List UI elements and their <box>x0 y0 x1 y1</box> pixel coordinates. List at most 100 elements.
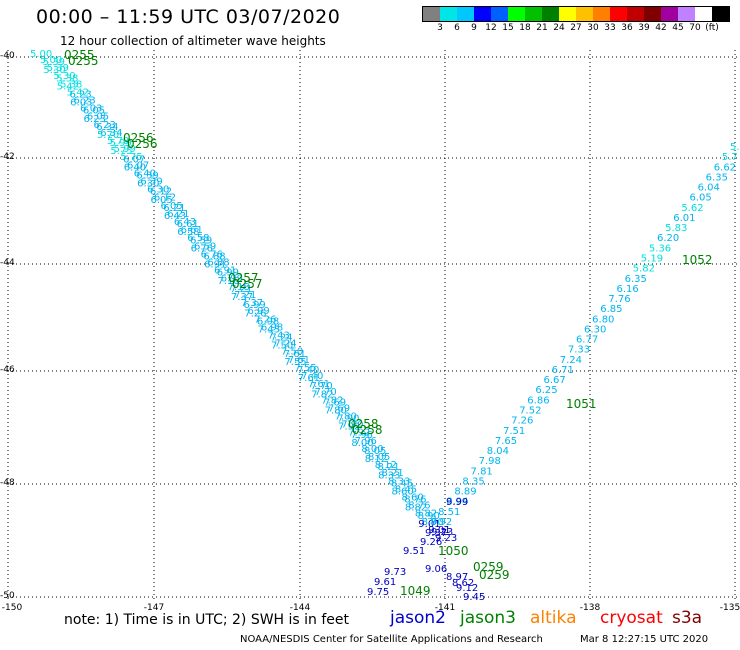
satellite-legend-cryosat: cryosat <box>600 608 663 628</box>
right-track-value: 7.65 <box>495 436 517 447</box>
left-track-value: 6.91 <box>214 266 236 277</box>
right-track-value: 6.85 <box>600 304 622 315</box>
color-scale-bar <box>422 6 730 22</box>
scale-label: (ft) <box>705 23 719 33</box>
latitude-label: -40 <box>0 51 15 61</box>
left-track-value: 6.30 <box>137 179 159 190</box>
right-track-value: 8.89 <box>454 487 476 498</box>
right-track-value: 6.01 <box>673 213 695 224</box>
scale-label: 24 <box>553 23 565 33</box>
time-label: 0257 <box>228 271 259 285</box>
time-label: 0259 <box>473 560 504 574</box>
time-label: 1052 <box>682 253 713 267</box>
right-track-value: 6.71 <box>552 365 574 376</box>
left-track-value: 9.01 <box>418 519 440 530</box>
scale-swatch <box>576 7 593 21</box>
left-track-value: 7.55 <box>294 363 316 374</box>
left-track-value: 6.05 <box>161 201 183 212</box>
left-track-value: 8.60 <box>402 492 424 503</box>
scale-swatch <box>474 7 491 21</box>
left-track-value: 7.90 <box>341 420 363 431</box>
scale-swatch <box>661 7 678 21</box>
left-track-value: 6.40 <box>124 162 146 173</box>
left-track-value: 7.18 <box>217 276 239 287</box>
scale-label: 42 <box>655 23 667 33</box>
bottom-track-value: 9.12 <box>456 583 478 594</box>
left-track-value: 7.18 <box>227 282 249 293</box>
left-track-value: 6.59 <box>194 241 216 252</box>
scale-label: 27 <box>570 23 582 33</box>
left-track-value: 7.26 <box>254 314 276 325</box>
satellite-legend-altika: altika <box>530 608 577 628</box>
bottom-track-value: 9.51 <box>403 546 425 557</box>
left-track-value: 7.61 <box>298 373 320 384</box>
left-track-value: 8.33 <box>378 470 400 481</box>
right-track-value: 5.3 <box>730 142 740 153</box>
bottom-track-value: 9.26 <box>420 537 442 548</box>
left-track-value: 7.96 <box>351 430 373 441</box>
left-track-value: 7.90 <box>337 414 359 425</box>
scale-swatch <box>678 7 695 21</box>
left-track-value: 5.99 <box>114 144 136 155</box>
scale-swatch <box>644 7 661 21</box>
latitude-label: -48 <box>0 478 15 488</box>
longitude-label: -135 <box>719 603 740 613</box>
left-track-value: 5.00 <box>40 55 62 66</box>
left-track-value: 8.21 <box>377 462 399 473</box>
time-label: 0256 <box>123 131 154 145</box>
left-track-value: 7.21 <box>234 290 256 301</box>
bottom-track-value: 9.37 <box>425 528 447 539</box>
right-track-value: 6.05 <box>689 193 711 204</box>
time-label: 0258 <box>352 423 383 437</box>
right-track-value: 7.76 <box>608 294 630 305</box>
right-track-value: 5.83 <box>665 223 687 234</box>
left-track-value: 7.37 <box>241 298 263 309</box>
left-track-value: 7.61 <box>284 349 306 360</box>
scale-swatch <box>627 7 644 21</box>
left-track-value: 9.23 <box>431 527 453 538</box>
left-track-value: 6.99 <box>217 268 239 279</box>
time-label: 0258 <box>348 417 379 431</box>
scale-label: 6 <box>454 23 460 33</box>
left-track-value: 5.42 <box>67 87 89 98</box>
right-track-value: 6.04 <box>698 183 720 194</box>
left-track-value: 7.82 <box>311 389 333 400</box>
scale-swatch <box>457 7 474 21</box>
left-track-value: 6.88 <box>207 258 229 269</box>
scale-label: 39 <box>638 23 650 33</box>
time-label: 0255 <box>68 54 99 68</box>
left-track-value: 7.70 <box>314 387 336 398</box>
left-track-value: 8.05 <box>364 446 386 457</box>
left-track-value: 6.12 <box>154 193 176 204</box>
wave-height-points: 5.005.005.395.395.305.305.385.385.425.42… <box>30 48 740 603</box>
left-track-value: 6.05 <box>83 106 105 117</box>
right-track-value: 7.81 <box>471 466 493 477</box>
left-track-value: 7.21 <box>230 284 252 295</box>
left-track-value: 7.40 <box>301 371 323 382</box>
satellite-legend-jason2: jason2 <box>390 608 446 628</box>
left-track-value: 5.70 <box>107 136 129 147</box>
left-track-value: 6.21 <box>163 203 185 214</box>
left-track-value: 7.26 <box>244 308 266 319</box>
satellite-legend-jason3: jason3 <box>460 608 516 628</box>
left-track-value: 6.40 <box>134 168 156 179</box>
left-track-value: 6.03 <box>70 98 92 109</box>
scale-label: 70 <box>689 23 701 33</box>
scale-label: 9 <box>471 23 477 33</box>
left-track-value: 6.61 <box>177 219 199 230</box>
latitude-label: -42 <box>0 152 15 162</box>
longitude-label: -138 <box>579 603 601 613</box>
longitude-label: -144 <box>289 603 311 613</box>
left-track-value: 6.12 <box>150 187 172 198</box>
left-track-value: 6.43 <box>164 211 186 222</box>
left-track-value: 6.43 <box>174 217 196 228</box>
time-label: 1050 <box>438 544 469 558</box>
page-title: 00:00 – 11:59 UTC 03/07/2020 <box>36 6 341 28</box>
left-track-value: 7.82 <box>321 395 343 406</box>
left-track-value: 6.58 <box>187 233 209 244</box>
left-track-value: 8.00 <box>351 438 373 449</box>
right-track-value: 7.33 <box>568 345 590 356</box>
left-track-value: 6.39 <box>140 177 162 188</box>
left-track-value: 7.80 <box>325 405 347 416</box>
